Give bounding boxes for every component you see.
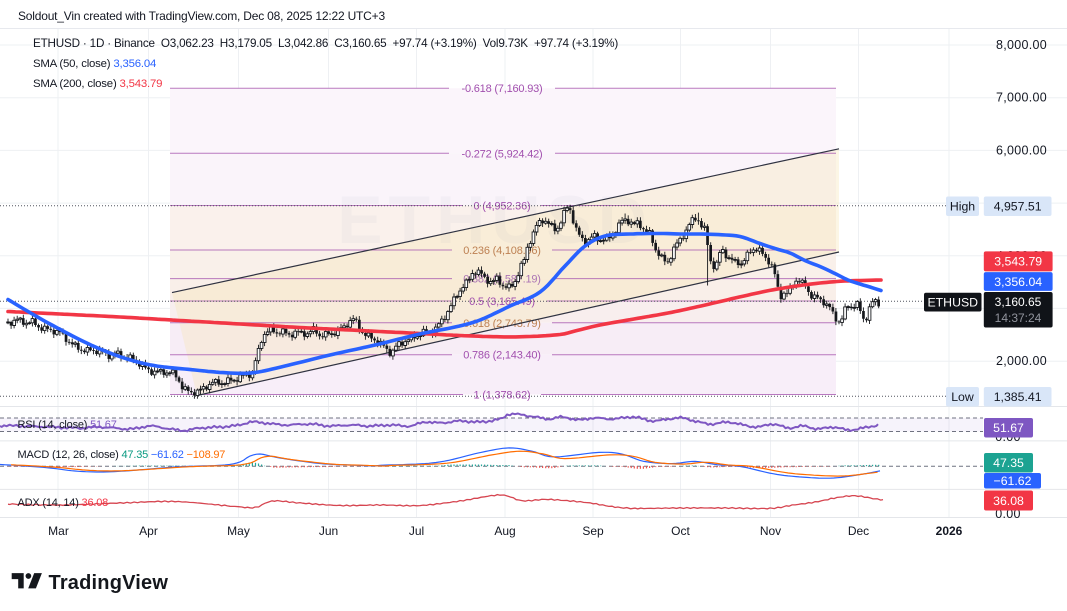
svg-text:RSI (14, close) 51.67: RSI (14, close) 51.67 <box>18 419 117 431</box>
svg-text:0 (4,952.36): 0 (4,952.36) <box>474 201 531 213</box>
svg-text:−61.62: −61.62 <box>994 474 1032 488</box>
svg-text:1 (1,378.62): 1 (1,378.62) <box>474 390 531 402</box>
svg-text:-0.272 (5,924.42): -0.272 (5,924.42) <box>462 148 543 160</box>
svg-text:TradingView: TradingView <box>49 572 169 594</box>
svg-text:Nov: Nov <box>760 524 781 538</box>
svg-text:SMA (200, close) 3,543.79: SMA (200, close) 3,543.79 <box>33 78 162 90</box>
svg-text:SMA (50, close) 3,356.04: SMA (50, close) 3,356.04 <box>33 58 156 70</box>
svg-text:May: May <box>227 524 250 538</box>
svg-text:Jul: Jul <box>409 524 424 538</box>
svg-text:1,385.41: 1,385.41 <box>994 390 1042 404</box>
svg-text:MACD (12, 26, close) 47.35 −61: MACD (12, 26, close) 47.35 −61.62 −108.9… <box>18 449 226 461</box>
svg-text:0.382 (3,587.19): 0.382 (3,587.19) <box>463 274 541 286</box>
svg-text:ETHUSD · 1D · Binance O3,062.: ETHUSD · 1D · Binance O3,062.23 H3,179.0… <box>33 37 618 50</box>
svg-text:0.236 (4,108.96): 0.236 (4,108.96) <box>463 245 541 257</box>
svg-text:Apr: Apr <box>139 524 158 538</box>
svg-text:6,000.00: 6,000.00 <box>996 143 1047 157</box>
svg-text:36.08: 36.08 <box>993 494 1024 508</box>
svg-text:2,000.00: 2,000.00 <box>996 354 1047 368</box>
svg-text:ADX (14, 14) 36.08: ADX (14, 14) 36.08 <box>18 497 109 509</box>
svg-text:4,957.51: 4,957.51 <box>994 200 1042 214</box>
svg-text:Dec: Dec <box>848 524 869 538</box>
svg-text:0.786 (2,143.40): 0.786 (2,143.40) <box>463 350 541 362</box>
svg-text:ETHUSD: ETHUSD <box>927 295 978 309</box>
svg-text:47.35: 47.35 <box>993 456 1024 470</box>
svg-text:Jun: Jun <box>319 524 338 538</box>
svg-text:3,356.04: 3,356.04 <box>994 275 1042 289</box>
svg-text:Oct: Oct <box>671 524 690 538</box>
svg-text:0.618 (2,743.79): 0.618 (2,743.79) <box>463 318 541 330</box>
svg-text:High: High <box>950 200 975 214</box>
svg-text:51.67: 51.67 <box>993 421 1024 435</box>
svg-text:Soldout_Vin created with Tradi: Soldout_Vin created with TradingView.com… <box>18 9 385 23</box>
svg-text:0.5 (3,165.49): 0.5 (3,165.49) <box>469 296 535 308</box>
svg-text:-0.618 (7,160.93): -0.618 (7,160.93) <box>462 83 543 95</box>
svg-text:7,000.00: 7,000.00 <box>996 91 1047 105</box>
svg-text:Mar: Mar <box>48 524 69 538</box>
svg-text:8,000.00: 8,000.00 <box>996 38 1047 52</box>
svg-text:14:37:24: 14:37:24 <box>995 311 1042 325</box>
svg-text:Sep: Sep <box>582 524 604 538</box>
svg-text:2026: 2026 <box>936 524 963 538</box>
svg-text:Low: Low <box>951 390 974 404</box>
svg-text:Aug: Aug <box>494 524 515 538</box>
svg-text:3,543.79: 3,543.79 <box>994 255 1042 269</box>
svg-text:3,160.65: 3,160.65 <box>995 295 1042 309</box>
